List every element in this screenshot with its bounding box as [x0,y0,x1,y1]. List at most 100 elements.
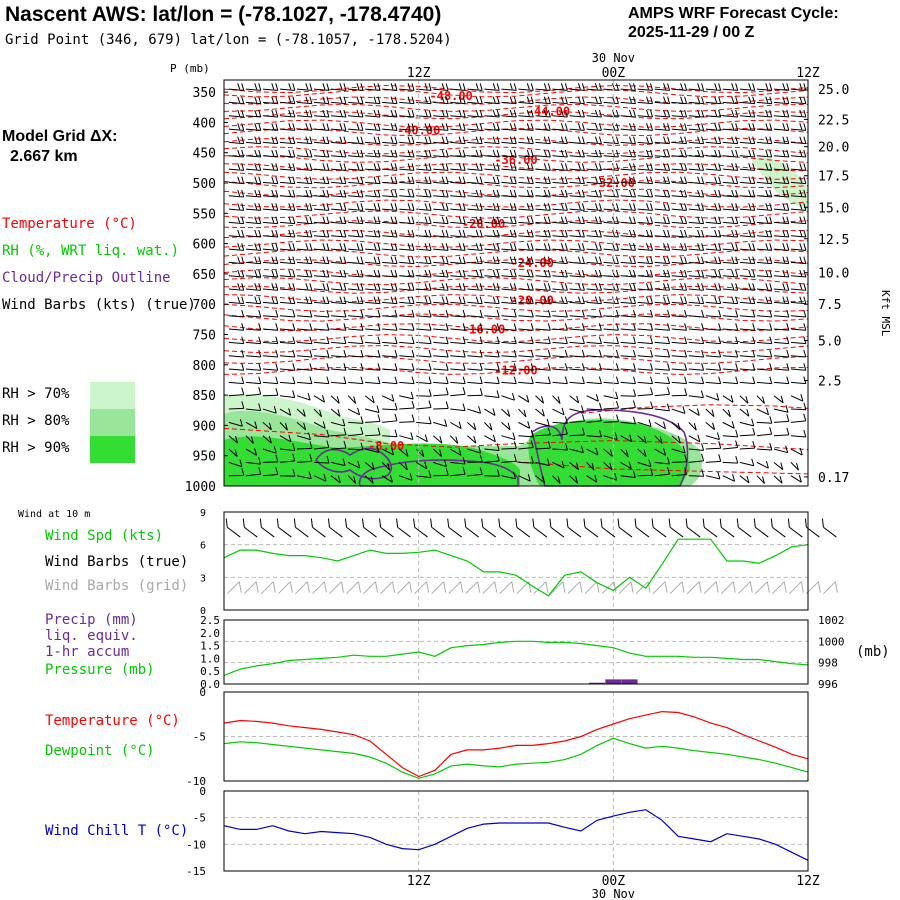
wind-barb-flag [275,256,279,264]
wind-barb-flag [326,189,330,198]
wind-barb-shaft [313,88,329,91]
wind-barb-flag [445,296,449,304]
wind-barb-flag [292,189,296,198]
wind-barb [620,434,633,443]
wind-barb-shaft [348,88,363,91]
wind-barb-shaft [705,435,720,440]
wind-barb-flag [711,409,715,417]
wind-barb-flag [292,83,296,91]
wind-barb-flag [237,109,241,117]
wind-barb-flag [441,189,445,197]
wind-barb-flag [237,256,241,263]
wind-barb-flag [650,349,654,358]
wind-barb [262,123,279,131]
wind-barb-flag [275,336,279,344]
wind-barb [756,256,773,265]
wind-barb-flag [547,243,551,251]
wind-barb-shaft [654,461,670,465]
wind-barb-flag [360,203,364,211]
wind-barb-flag [667,387,670,395]
wind-barb-flag [564,189,568,198]
wind-barb-shaft [552,408,565,416]
wind-barb-shaft [262,195,278,198]
wind-barb-flag [701,216,705,224]
wind-barb [705,309,722,318]
wind-barb-flag [492,243,496,250]
wind-barb-flag [390,256,394,263]
isotherm-line [223,146,809,155]
wind-barb-flag [275,83,279,91]
wind-barb [279,203,296,211]
wind-barb-flag [718,83,722,91]
wind-barb [313,323,330,331]
wind-barb-flag [598,296,602,304]
wind-barb-shaft [484,460,500,463]
temperature-tick-label: -5 [193,731,206,744]
wind-barb-shaft [415,461,427,470]
wind-barb [245,149,262,158]
wind-barb-flag [547,309,551,318]
wind-barb-shaft [688,275,704,278]
wind-barb [603,323,619,331]
pressure-right-tick-label: 1000 [818,635,845,648]
wind-barb [381,394,395,402]
wind-barb [313,440,330,450]
wind-barb [688,269,705,278]
wind-barb [433,149,449,158]
wind-barb-shaft [756,433,772,437]
wind-barb [671,96,688,105]
wind-barb-flag [360,336,364,344]
wind-barb-shaft [586,235,602,238]
wind-barb [586,413,602,423]
wind-barb-shaft [245,101,261,105]
wind-barb [382,136,398,145]
wind-barb-flag [462,256,466,264]
wind-barb-flag [234,449,238,457]
wind-barb-shaft [279,168,295,171]
wind-barb-flag [513,96,517,104]
wind-barb-flag [663,283,667,290]
wind-barb-flag [782,296,786,303]
wind-barb-shaft [279,248,295,251]
wind-barb-flag [458,83,462,90]
grid-wind-barb-flag [409,581,413,593]
wind-barb-shaft [467,328,483,331]
wind-barb-shaft [569,155,585,158]
wind-barb-flag [241,269,245,278]
wind-barb-shaft [603,341,619,345]
wind-barb-shaft [790,341,806,345]
wind-barb-flag [561,460,565,469]
wind-barb [450,163,466,171]
wind-barb-shaft [348,355,363,358]
wind-barb-flag [305,229,309,237]
wind-barb-flag [684,189,688,198]
wind-barb [620,243,636,251]
wind-barb-flag [496,243,500,251]
wind-barb-flag [288,269,292,277]
wind-barb-flag [560,149,564,157]
wind-barb-shaft [347,395,357,404]
wind-barb [756,336,773,345]
wind-barb [313,163,330,171]
wind-barb-shaft [705,328,721,331]
wind-barb [433,459,447,468]
wind-barb-shaft [313,208,329,211]
wind-barb-shaft [296,168,312,171]
grid-wind-barb-flag [613,581,617,593]
wind-barb-shaft [433,115,449,118]
wind-barb-shaft [296,355,312,358]
wind-barb-flag [633,349,636,358]
wind-barb [552,376,568,385]
wind-barb [331,349,347,358]
wind-barb-flag [684,203,688,211]
wind-barb-flag [786,243,790,251]
wind-barb-shaft [262,221,278,225]
wind-barb [433,163,449,171]
wind-barb-flag [428,323,432,331]
wind-barb [552,309,568,318]
wind-barb-shaft [620,168,636,171]
wind-barb-flag [667,136,671,144]
wind-barb [262,149,279,158]
wind-barb-shaft [671,195,687,198]
wind-barb-flag [786,376,790,384]
